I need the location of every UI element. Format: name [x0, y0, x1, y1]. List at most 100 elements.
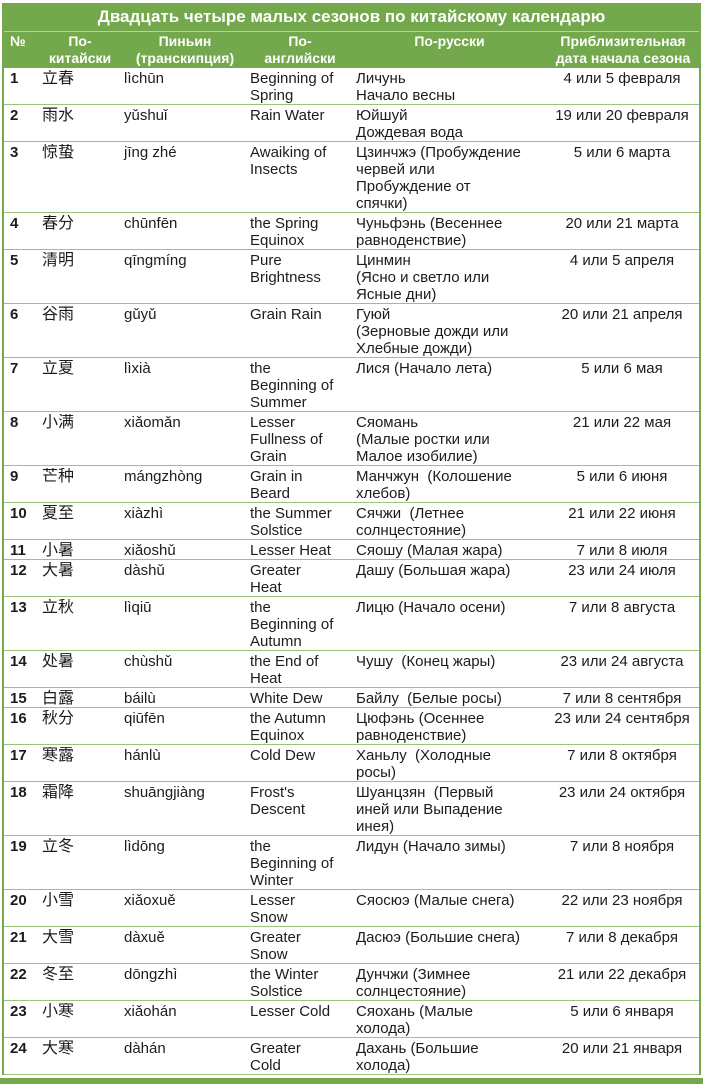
cell-russian: Гуюй (Зерновые дожди или Хлебные дожди): [356, 306, 509, 357]
cell-row-number: 20: [10, 892, 27, 909]
cell-russian: Дунчжи (Зимнее солнцестояние): [356, 966, 471, 1000]
cell-chinese: 雨水: [42, 107, 75, 124]
table-row: 15 白露 báilù White Dew Байлу (Белые росы)…: [4, 688, 699, 708]
cell-russian: Шуанцзян (Первый иней или Выпадение инея…: [356, 784, 503, 835]
cell-pinyin: xiàzhì: [124, 505, 164, 522]
table-row: 6 谷雨 gǔyǔ Grain Rain Гуюй (Зерновые дожд…: [4, 304, 699, 358]
cell-english: Grain Rain: [250, 306, 322, 323]
cell-date: 5 или 6 января: [570, 1003, 674, 1020]
seasons-table: Двадцать четыре малых сезонов по китайск…: [2, 3, 701, 1075]
cell-chinese: 立冬: [42, 838, 75, 855]
cell-chinese: 立夏: [42, 360, 75, 377]
cell-russian: Манчжун (Колошение хлебов): [356, 468, 512, 502]
cell-row-number: 3: [10, 144, 19, 161]
column-header-english: По- английски: [264, 33, 336, 66]
cell-date: 7 или 8 декабря: [566, 929, 678, 946]
table-row: 23 小寒 xiǎohán Lesser Cold Сяохань (Малые…: [4, 1001, 699, 1038]
cell-chinese: 大寒: [42, 1040, 75, 1057]
cell-english: Greater Snow: [250, 929, 301, 963]
cell-russian: Лицю (Начало осени): [356, 599, 506, 616]
cell-date: 5 или 6 марта: [573, 144, 671, 161]
cell-english: the End of Heat: [250, 653, 319, 687]
cell-row-number: 7: [10, 360, 19, 377]
cell-date: 7 или 8 августа: [568, 599, 676, 616]
cell-english: Rain Water: [250, 107, 325, 124]
cell-pinyin: chùshǔ: [124, 653, 173, 670]
cell-russian: Дасюэ (Большие снега): [356, 929, 521, 946]
table-row: 3 惊蛰 jīng zhé Awaiking of Insects Цзинчж…: [4, 142, 699, 213]
cell-date: 7 или 8 октября: [567, 747, 677, 764]
cell-pinyin: qīngmíng: [124, 252, 187, 269]
cell-chinese: 清明: [42, 252, 75, 269]
column-header-date: Приблизительная дата начала сезона: [555, 33, 691, 66]
cell-row-number: 11: [10, 542, 26, 559]
cell-chinese: 惊蛰: [42, 144, 75, 161]
cell-english: Beginning of Spring: [250, 70, 334, 104]
cell-row-number: 15: [10, 690, 27, 707]
cell-pinyin: hánlù: [124, 747, 161, 764]
cell-chinese: 秋分: [42, 710, 75, 727]
cell-row-number: 8: [10, 414, 19, 431]
cell-date: 7 или 8 ноября: [569, 838, 675, 855]
cell-english: the Beginning of Winter: [250, 838, 334, 889]
cell-english: the Winter Solstice: [250, 966, 319, 1000]
table-row: 8 小满 xiǎomǎn Lesser Fullness of Grain Ся…: [4, 412, 699, 466]
cell-russian: Цюфэнь (Осеннее равноденствие): [356, 710, 485, 744]
table-bottom-border: [0, 1078, 703, 1084]
table-row: 17 寒露 hánlù Cold Dew Ханьлу (Холодные ро…: [4, 745, 699, 782]
cell-chinese: 谷雨: [42, 306, 75, 323]
table-row: 24 大寒 dàhán Greater Cold Дахань (Большие…: [4, 1038, 699, 1075]
cell-pinyin: mángzhòng: [124, 468, 203, 485]
cell-row-number: 19: [10, 838, 27, 855]
cell-chinese: 夏至: [42, 505, 75, 522]
cell-pinyin: shuāngjiàng: [124, 784, 205, 801]
cell-row-number: 24: [10, 1040, 27, 1057]
cell-chinese: 白露: [42, 690, 75, 707]
cell-pinyin: lìdōng: [124, 838, 165, 855]
cell-chinese: 大雪: [42, 929, 75, 946]
cell-russian: Сяомань (Малые ростки или Малое изобилие…: [356, 414, 490, 465]
cell-chinese: 立春: [42, 70, 75, 87]
cell-date: 5 или 6 мая: [581, 360, 663, 377]
cell-russian: Байлу (Белые росы): [356, 690, 502, 707]
table-header-row: № По- китайски Пиньин (транскипция) По- …: [4, 32, 699, 68]
cell-chinese: 寒露: [42, 747, 75, 764]
cell-russian: Юйшуй Дождевая вода: [356, 107, 463, 141]
cell-russian: Дахань (Большие холода): [356, 1040, 479, 1074]
cell-date: 21 или 22 мая: [572, 414, 672, 431]
cell-russian: Сяохань (Малые холода): [356, 1003, 473, 1037]
cell-pinyin: dàxuě: [124, 929, 165, 946]
table-row: 7 立夏 lìxià the Beginning of Summer Лися …: [4, 358, 699, 412]
cell-russian: Чуньфэнь (Весеннее равноденствие): [356, 215, 503, 249]
table-body: 1 立春 lìchūn Beginning of Spring Личунь Н…: [4, 68, 699, 1075]
table-row: 16 秋分 qiūfēn the Autumn Equinox Цюфэнь (…: [4, 708, 699, 745]
cell-row-number: 9: [10, 468, 19, 485]
cell-english: the Beginning of Summer: [250, 360, 334, 411]
column-header-number: №: [10, 33, 26, 49]
table-row: 10 夏至 xiàzhì the Summer Solstice Сячжи (…: [4, 503, 699, 540]
cell-row-number: 21: [10, 929, 27, 946]
cell-pinyin: xiǎomǎn: [124, 414, 181, 431]
cell-date: 23 или 24 сентября: [554, 710, 690, 727]
cell-russian: Сяошу (Малая жара): [356, 542, 503, 559]
cell-date: 20 или 21 января: [561, 1040, 683, 1057]
cell-date: 23 или 24 августа: [560, 653, 684, 670]
cell-pinyin: báilù: [124, 690, 156, 707]
cell-date: 7 или 8 сентября: [562, 690, 682, 707]
cell-chinese: 小寒: [42, 1003, 75, 1020]
cell-pinyin: qiūfēn: [124, 710, 165, 727]
cell-english: Frost's Descent: [250, 784, 306, 818]
cell-pinyin: jīng zhé: [124, 144, 177, 161]
cell-russian: Лидун (Начало зимы): [356, 838, 506, 855]
cell-pinyin: lìxià: [124, 360, 151, 377]
cell-english: Grain in Beard: [250, 468, 303, 502]
cell-row-number: 23: [10, 1003, 27, 1020]
cell-pinyin: dōngzhì: [124, 966, 178, 983]
table-row: 18 霜降 shuāngjiàng Frost's Descent Шуанцз…: [4, 782, 699, 836]
column-header-russian: По-русски: [414, 33, 485, 49]
cell-english: Lesser Snow: [250, 892, 296, 926]
cell-row-number: 17: [10, 747, 27, 764]
cell-pinyin: lìchūn: [124, 70, 165, 87]
cell-english: Awaiking of Insects: [250, 144, 327, 178]
